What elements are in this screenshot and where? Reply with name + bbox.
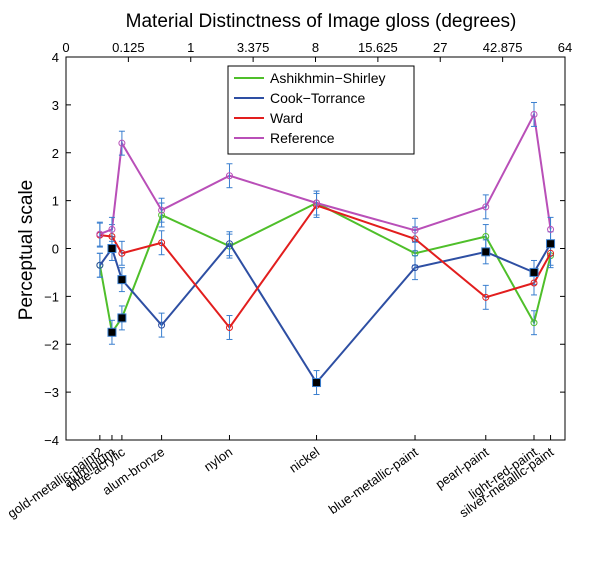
y-tick-label: 2 [52,146,59,161]
data-point [118,249,126,257]
top-tick-label: 0.125 [112,40,145,55]
series-line [99,204,552,330]
y-tick-label: 1 [52,194,59,209]
x-tick-label: blue-metallic-paint [326,444,421,517]
y-tick-label: 0 [52,242,59,257]
data-point [158,206,166,214]
square-marker [107,327,117,337]
x-tick-label: nylon [201,444,235,474]
top-tick-label: 27 [433,40,447,55]
top-tick-label: 15.625 [358,40,398,55]
data-point [225,240,233,248]
y-tick-label: 4 [52,50,59,65]
data-point [482,293,490,301]
data-point [411,226,419,234]
data-point [108,225,116,233]
square-marker [312,378,322,388]
data-point [547,249,555,257]
top-tick-label: 1 [187,40,194,55]
series-line [98,201,552,335]
top-tick-label: 64 [558,40,572,55]
legend-label: Cook−Torrance [270,90,366,106]
data-point [225,323,233,331]
data-point [96,261,104,269]
legend: Ashikhmin−Shirley Cook−Torrance Ward Refere… [227,65,415,155]
legend-label: Ward [270,110,303,126]
y-tick-label: −3 [44,385,59,400]
x-tick-label: gold-metallic-paint2 [5,444,106,521]
data-point [530,279,538,287]
top-tick-label: 42.875 [483,40,523,55]
data-point [530,319,538,327]
chart-title: Material Distinctness of Image gloss (de… [126,11,517,32]
top-tick-label: 3.375 [237,40,270,55]
data-point [547,225,555,233]
series-line [99,111,552,236]
x-tick-label: nickel [286,444,322,475]
square-marker [117,275,127,285]
data-point [225,172,233,180]
y-tick-label: −1 [44,289,59,304]
top-tick-label: 8 [312,40,319,55]
square-marker [529,267,539,277]
data-point [482,203,490,211]
square-marker [481,247,491,257]
square-marker [107,244,117,253]
y-axis-label: Perceptual scale [16,180,37,320]
data-point [158,321,166,329]
data-point [313,199,321,207]
data-point [530,110,538,118]
data-point [118,139,126,147]
y-tick-label: −4 [44,433,59,448]
data-point [96,230,104,238]
y-tick-label: 3 [52,98,59,113]
legend-box [227,65,415,155]
square-marker [117,313,127,323]
legend-label: Reference [270,130,335,146]
top-tick-label: 0 [62,40,69,55]
series-line [99,242,552,385]
legend-label: Ashikhmin−Shirley [270,70,386,86]
series-layer [96,101,556,396]
y-tick-label: −2 [44,337,59,352]
square-marker [546,239,556,249]
data-point [411,264,419,272]
data-point [158,239,166,247]
